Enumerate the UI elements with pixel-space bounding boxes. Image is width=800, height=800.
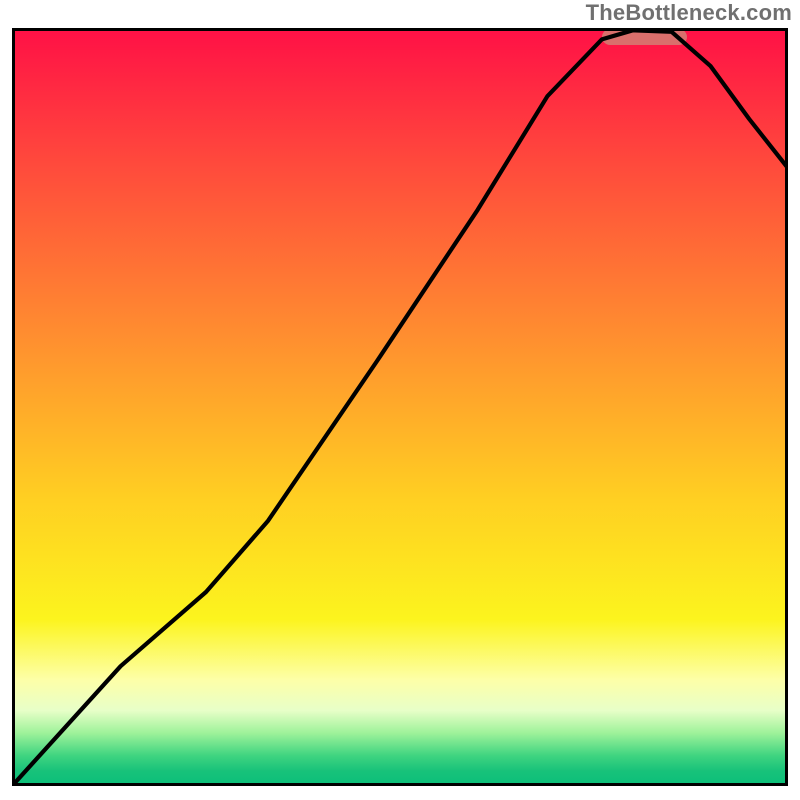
attribution-text: TheBottleneck.com: [586, 0, 792, 26]
plot-area: [12, 28, 788, 786]
plot-border: [14, 30, 787, 785]
curve-layer: [12, 28, 788, 786]
bottleneck-curve: [12, 30, 788, 786]
stage: TheBottleneck.com: [0, 0, 800, 800]
